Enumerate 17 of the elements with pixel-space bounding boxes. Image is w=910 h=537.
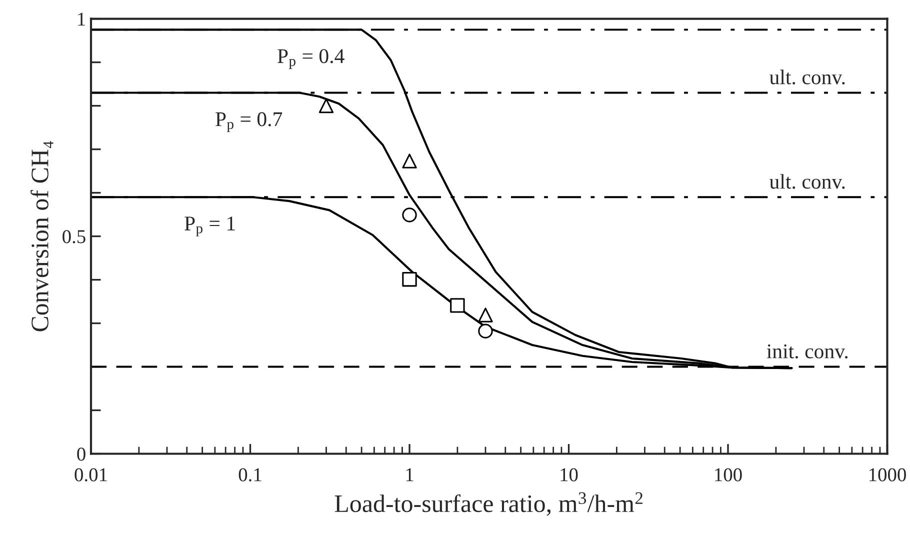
- y-tick-label: 0: [77, 448, 86, 461]
- ref-line-label: init. conv.: [766, 344, 848, 358]
- x-tick-label: 100: [715, 468, 742, 482]
- y-tick-label: 1: [78, 12, 85, 26]
- series-label: P$_{p}$ = 0.7: [216, 112, 282, 132]
- ref-line-label: ult. conv.: [770, 70, 845, 84]
- series-label: P$_{p}$ = 0.4: [278, 49, 344, 69]
- x-tick-label: 1: [406, 468, 414, 482]
- y-tick-label: 0.5: [62, 230, 86, 244]
- x-tick-label: 0.01: [74, 468, 107, 482]
- x-tick-label: 10: [560, 468, 578, 482]
- x-tick-label: 1000: [870, 468, 906, 482]
- series-label: P$_{p}$ = 1: [184, 216, 235, 236]
- x-tick-label: 0.1: [238, 468, 262, 482]
- x-axis-title: Load-to-surface ratio, m$^{3}$/h-m$^{2}$: [334, 492, 642, 516]
- y-axis-title: Conversion of CH₄: [30, 141, 54, 332]
- ref-line-label: ult. conv.: [770, 174, 845, 189]
